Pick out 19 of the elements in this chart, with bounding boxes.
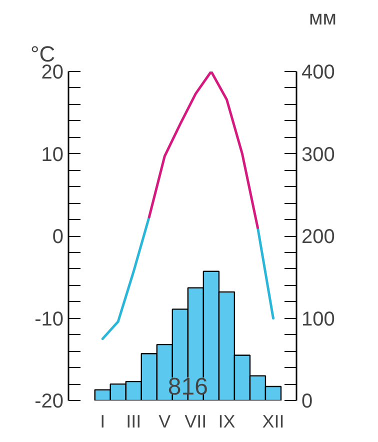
x-tick-label: V bbox=[158, 412, 171, 432]
y2-tick-label: 0 bbox=[302, 390, 313, 412]
x-tick-label: VII bbox=[184, 412, 207, 432]
y2-tick-label: 300 bbox=[302, 144, 335, 166]
x-tick-label: III bbox=[126, 412, 142, 432]
y-tick-label: 0 bbox=[52, 226, 64, 248]
y-tick-label: 10 bbox=[41, 144, 64, 166]
y2-tick-label: 400 bbox=[302, 62, 335, 84]
y-tick-label: -10 bbox=[34, 308, 64, 330]
y2-tick-label: 100 bbox=[302, 308, 335, 330]
y-tick-label: -20 bbox=[34, 390, 64, 412]
x-tick-label: IX bbox=[218, 412, 236, 432]
y2-tick-label: 200 bbox=[302, 226, 335, 248]
annotation: 816 bbox=[168, 374, 208, 400]
y-tick-label: 20 bbox=[41, 62, 64, 84]
x-tick-label: I bbox=[100, 412, 106, 432]
x-tick-label: XII bbox=[262, 412, 284, 432]
line-series bbox=[148, 72, 259, 230]
y2-axis-title: мм bbox=[309, 8, 336, 30]
